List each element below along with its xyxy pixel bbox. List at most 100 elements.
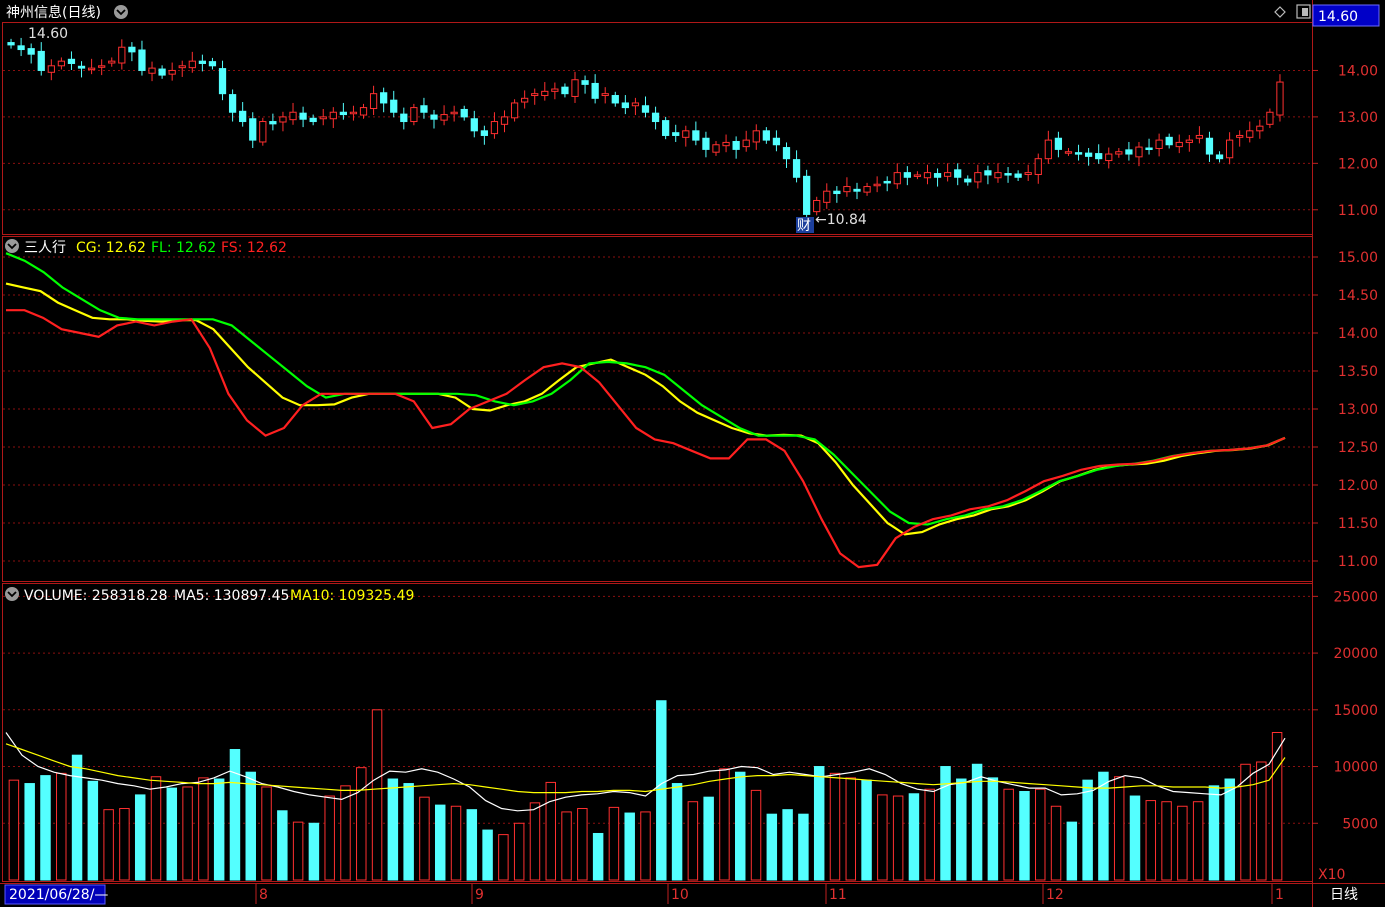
volume-bar [1035, 788, 1046, 881]
gridlines [3, 69, 1312, 824]
candle [641, 96, 650, 118]
volume-bar [56, 772, 67, 881]
volume-bar [261, 786, 272, 881]
stock-title[interactable]: 神州信息(日线) [6, 4, 101, 21]
candle [128, 42, 136, 62]
volume-bar [182, 786, 193, 881]
volume-chevron-icon[interactable] [5, 587, 19, 601]
candle [621, 95, 629, 115]
y-tick-label: 15000 [1333, 703, 1378, 719]
y-tick-label: 12.00 [1338, 156, 1378, 172]
volume-ma10-line [5, 743, 1286, 794]
candle [400, 107, 408, 130]
candle [1095, 144, 1103, 164]
candle [923, 164, 932, 185]
volume-bar [1240, 763, 1251, 881]
window-restore-icon[interactable] [1296, 4, 1311, 19]
volume-ma5-line [5, 732, 1286, 812]
candle [531, 88, 539, 105]
candle [440, 105, 448, 126]
volume-bar [924, 788, 935, 881]
volume-bar [434, 804, 446, 881]
candle [1256, 119, 1264, 139]
candle [269, 113, 277, 131]
candle [1155, 133, 1163, 157]
candle [329, 107, 337, 129]
candle [339, 102, 347, 120]
candle [208, 57, 217, 70]
candle [57, 57, 66, 70]
candle [500, 110, 509, 133]
candle [1185, 135, 1193, 152]
candle [249, 112, 257, 149]
volume-bar [340, 785, 351, 881]
volume-bar [908, 793, 920, 881]
y-tick-label: 13.50 [1338, 364, 1378, 380]
volume-bar [71, 754, 83, 881]
candle [1034, 153, 1042, 184]
candle [954, 163, 962, 186]
cai-badge-label: 财 [797, 218, 811, 234]
candle [259, 117, 267, 146]
candle [762, 127, 770, 144]
candle [1004, 167, 1012, 183]
volume-bar [892, 795, 904, 881]
volume-bar [940, 766, 951, 881]
y-tick-label: 14.50 [1338, 288, 1378, 304]
diamond-icon[interactable] [1274, 6, 1286, 18]
y-tick-label: 12.50 [1338, 440, 1378, 456]
volume-bar [466, 809, 478, 881]
candle [108, 57, 116, 67]
y-tick-label: 12.00 [1338, 478, 1378, 494]
volume-bar [498, 834, 509, 881]
candle [480, 125, 488, 145]
candle [1165, 133, 1173, 149]
candle [1054, 131, 1063, 158]
volume-bar [1177, 805, 1188, 881]
candle [450, 105, 458, 122]
candle [510, 99, 519, 122]
volume-bar [813, 766, 825, 881]
candle [289, 102, 297, 125]
candle [470, 110, 478, 138]
volume-bar [229, 749, 241, 881]
month-label: 1 [1275, 887, 1284, 903]
candle [792, 150, 801, 183]
start-date-box[interactable] [4, 884, 106, 905]
fs-value-label: FS: 12.62 [221, 240, 287, 256]
candle [1145, 138, 1153, 155]
candle [722, 134, 730, 153]
candle [712, 141, 720, 156]
volume-bar [103, 809, 114, 881]
y-tick-label: 11.50 [1338, 516, 1378, 532]
low-price-marker: ←10.84 [815, 212, 867, 228]
volume-bar [719, 768, 730, 881]
period-label[interactable]: 日线 [1330, 887, 1358, 903]
volume-bar [1066, 821, 1078, 881]
cai-badge[interactable] [796, 217, 814, 233]
chevron-down-icon[interactable] [114, 5, 128, 19]
cg-value-label: CG: 12.62 [76, 240, 146, 256]
volume-bar [24, 783, 35, 881]
candle [1105, 147, 1113, 169]
volume-bar [735, 771, 746, 881]
volume-bar [1256, 761, 1267, 881]
volume-bar [956, 778, 967, 881]
volume-bar [766, 813, 778, 881]
fl-value-label: FL: 12.62 [151, 240, 216, 256]
candle [430, 109, 438, 129]
volume-ma-lines [5, 732, 1286, 812]
candle [601, 87, 609, 104]
candle [37, 42, 45, 76]
candle [1014, 170, 1022, 181]
candle [1175, 134, 1183, 154]
candle [903, 166, 911, 186]
candle [1225, 132, 1234, 165]
indicator-name: 三人行 [24, 240, 66, 256]
indicator-chevron-icon[interactable] [5, 239, 19, 253]
candle [893, 163, 901, 189]
y-tick-label: 25000 [1333, 589, 1378, 605]
volume-bar [703, 796, 714, 881]
